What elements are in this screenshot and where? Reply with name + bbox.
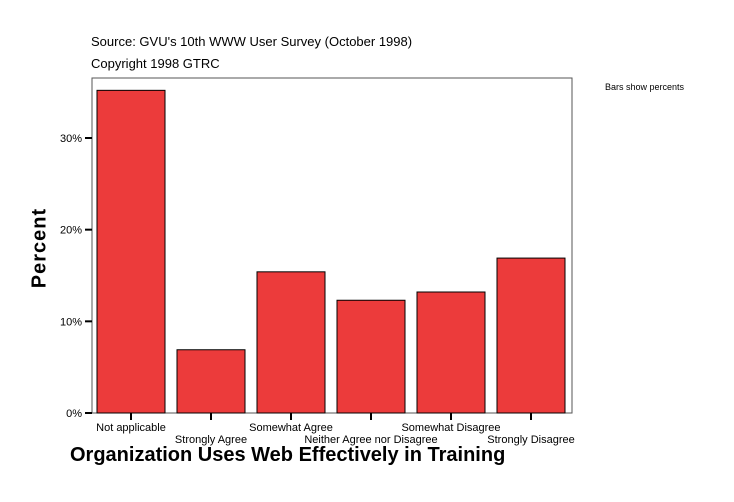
y-tick-label: 20% bbox=[60, 225, 82, 237]
bar bbox=[496, 257, 566, 414]
y-tick-label: 10% bbox=[60, 316, 82, 328]
copyright-line: Copyright 1998 GTRC bbox=[91, 56, 220, 71]
x-tick-label: Somewhat Disagree bbox=[401, 422, 500, 434]
x-tick-label: Not applicable bbox=[96, 422, 166, 434]
y-tick-label: 0% bbox=[66, 408, 82, 420]
x-tick-label: Somewhat Agree bbox=[249, 422, 333, 434]
y-tick-label: 30% bbox=[60, 133, 82, 145]
plot-frame bbox=[91, 77, 573, 414]
bar bbox=[96, 89, 166, 414]
source-line: Source: GVU's 10th WWW User Survey (Octo… bbox=[91, 34, 413, 49]
x-axis-title: Organization Uses Web Effectively in Tra… bbox=[70, 444, 506, 466]
x-tick-label: Neither Agree nor Disagree bbox=[304, 434, 437, 446]
bars-note: Bars show percents bbox=[605, 82, 685, 92]
bar bbox=[256, 271, 326, 414]
x-tick-label: Strongly Disagree bbox=[487, 434, 574, 446]
x-tick-label: Strongly Agree bbox=[175, 434, 247, 446]
bar bbox=[336, 299, 406, 414]
bar bbox=[176, 349, 246, 414]
bar bbox=[416, 291, 486, 414]
